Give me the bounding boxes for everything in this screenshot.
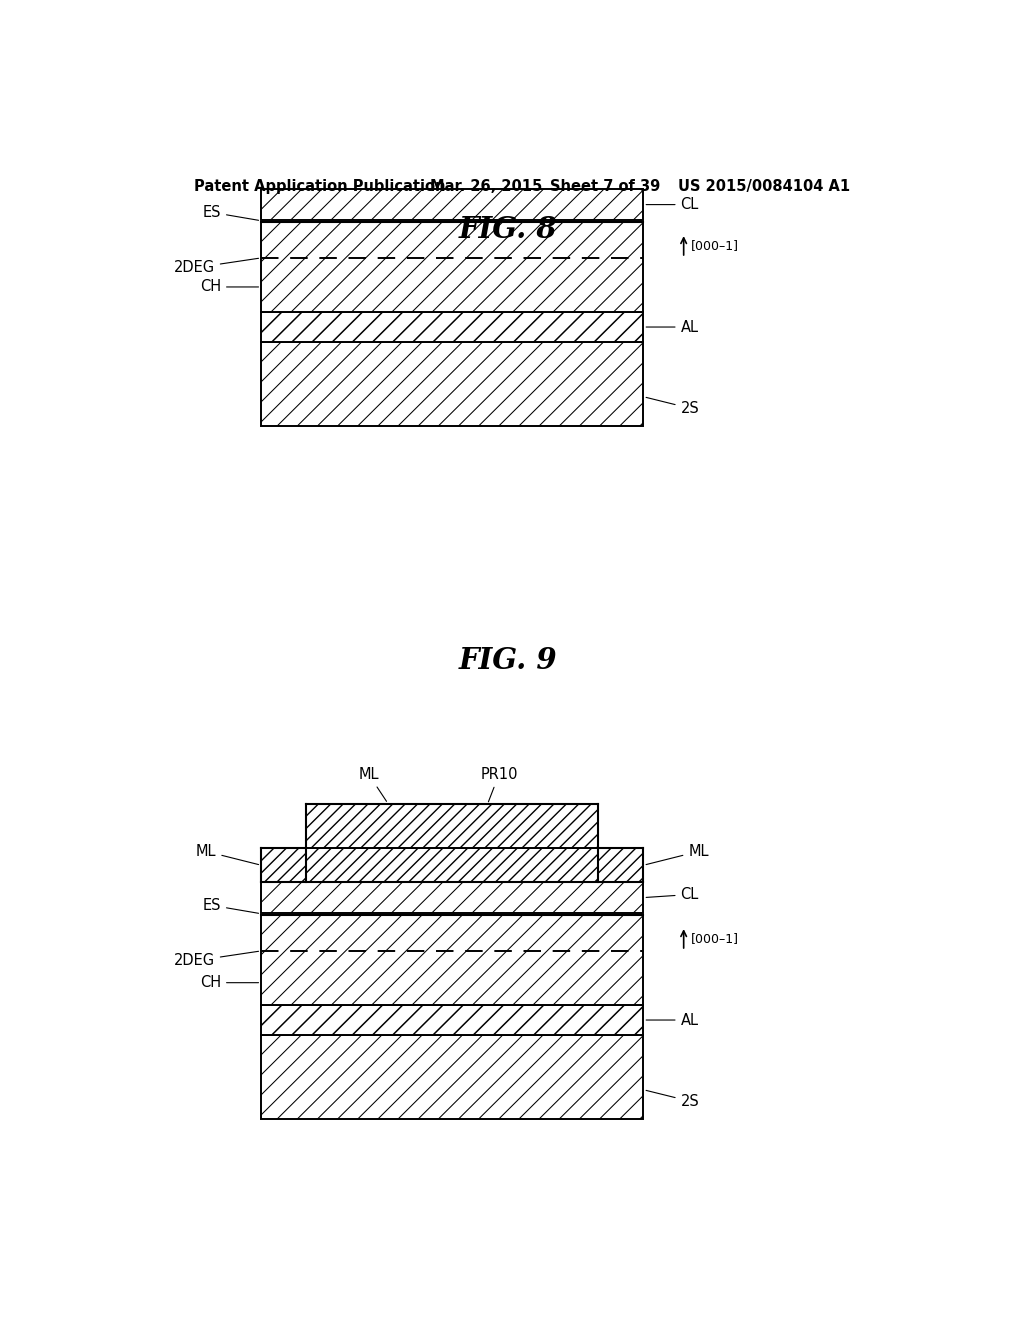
Bar (261, 1035, 643, 1119)
Bar (306, 849, 598, 882)
Text: FIG. 8: FIG. 8 (459, 215, 557, 244)
Text: [000–1]: [000–1] (690, 932, 738, 945)
Bar (261, 313, 643, 342)
Bar (306, 804, 598, 849)
Text: ES: ES (203, 205, 259, 220)
Text: AL: AL (646, 1012, 698, 1027)
Text: CH: CH (200, 280, 258, 294)
Text: ML: ML (358, 767, 386, 801)
Bar (261, 189, 643, 220)
Text: Sheet 7 of 39: Sheet 7 of 39 (550, 180, 660, 194)
Text: ML: ML (646, 843, 709, 865)
Text: 2DEG: 2DEG (174, 259, 258, 276)
Bar (261, 915, 643, 1006)
Text: [000–1]: [000–1] (690, 239, 738, 252)
Text: Patent Application Publication: Patent Application Publication (194, 180, 445, 194)
Text: ML: ML (196, 843, 259, 865)
Bar (598, 849, 643, 882)
Text: 2S: 2S (646, 397, 699, 416)
Text: 2DEG: 2DEG (174, 952, 258, 969)
Bar (306, 804, 598, 849)
Text: CH: CH (200, 975, 258, 990)
Text: Mar. 26, 2015: Mar. 26, 2015 (430, 180, 543, 194)
Text: AL: AL (646, 319, 698, 334)
Bar (261, 222, 643, 313)
Bar (261, 222, 643, 313)
Bar (261, 342, 643, 426)
Bar (261, 342, 643, 426)
Bar (261, 313, 643, 342)
Bar (306, 849, 598, 882)
Bar (261, 849, 306, 882)
Text: CL: CL (646, 197, 698, 213)
Bar (598, 849, 643, 882)
Text: PR10: PR10 (480, 767, 518, 801)
Bar (261, 1006, 643, 1035)
Text: US 2015/0084104 A1: US 2015/0084104 A1 (678, 180, 850, 194)
Bar (261, 882, 643, 913)
Bar (261, 849, 306, 882)
Bar (261, 882, 643, 913)
Text: 2S: 2S (646, 1090, 699, 1109)
Bar (261, 915, 643, 1006)
Bar (261, 1006, 643, 1035)
Text: FIG. 9: FIG. 9 (459, 645, 557, 675)
Bar (261, 1035, 643, 1119)
Text: CL: CL (646, 887, 698, 902)
Text: ES: ES (203, 898, 259, 913)
Bar (261, 189, 643, 220)
